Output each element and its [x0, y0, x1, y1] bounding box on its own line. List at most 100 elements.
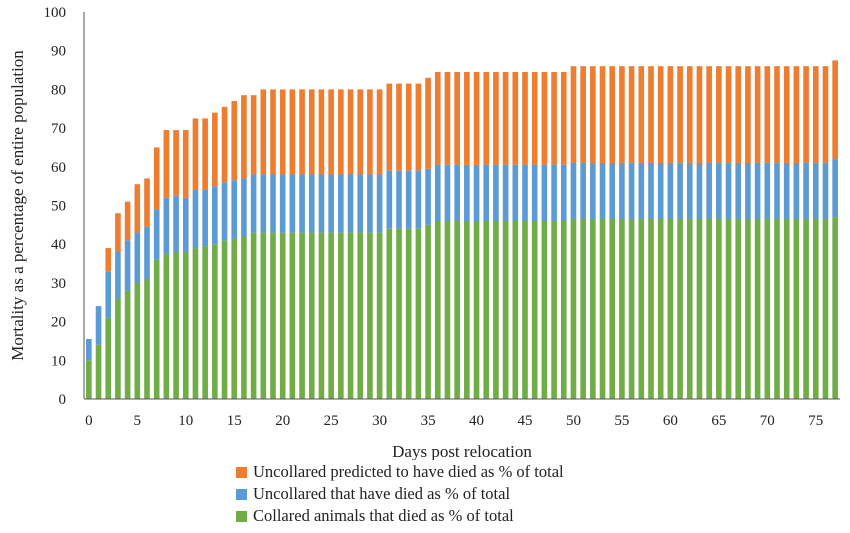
bar-segment-uncollared-died	[677, 162, 683, 220]
bar-segment-uncollared-died	[638, 162, 645, 220]
bar-segment-uncollared-died	[696, 162, 703, 220]
bar-segment-collared-died	[454, 220, 460, 399]
bar-segment-collared-died	[609, 219, 616, 399]
bar-segment-collared-died	[299, 232, 305, 399]
bar-segment-collared-died	[657, 219, 664, 399]
bar-segment-uncollared-predicted	[338, 89, 344, 175]
bar-segment-uncollared-died	[590, 162, 596, 220]
bar-segment-uncollared-predicted	[599, 66, 606, 163]
bar-segment-uncollared-died	[95, 306, 102, 345]
bar-segment-uncollared-predicted	[570, 66, 577, 163]
bar-segment-collared-died	[716, 219, 722, 399]
bar-segment-uncollared-died	[483, 164, 490, 221]
bar-segment-uncollared-predicted	[434, 71, 441, 165]
x-tick-label: 65	[711, 413, 726, 429]
bar-segment-uncollared-died	[454, 164, 460, 221]
bar-segment-collared-died	[667, 219, 674, 399]
bar-segment-uncollared-died	[396, 170, 402, 229]
bar-segment-collared-died	[493, 220, 499, 399]
bar-segment-uncollared-predicted	[405, 83, 412, 171]
bar-segment-collared-died	[347, 232, 354, 399]
bar-segment-collared-died	[357, 232, 364, 399]
bar-segment-collared-died	[764, 219, 771, 399]
bar-segment-collared-died	[812, 219, 819, 399]
bar-segment-collared-died	[134, 282, 141, 399]
bar-segment-uncollared-died	[338, 174, 344, 233]
bar-segment-collared-died	[531, 220, 538, 399]
y-tick-label: 50	[51, 199, 66, 215]
bar-segment-collared-died	[153, 259, 160, 399]
bar-segment-uncollared-predicted	[686, 66, 693, 163]
bar-segment-uncollared-died	[347, 174, 354, 233]
bar-segment-uncollared-predicted	[696, 66, 703, 163]
bar-segment-uncollared-died	[793, 162, 800, 220]
bar-segment-uncollared-died	[241, 178, 247, 237]
y-tick-label: 60	[51, 160, 66, 176]
bar-segment-uncollared-predicted	[357, 89, 364, 175]
bar-segment-uncollared-predicted	[716, 66, 722, 163]
y-tick-label: 80	[51, 82, 66, 98]
bar-segment-uncollared-died	[376, 174, 383, 233]
bar-segment-uncollared-predicted	[444, 71, 451, 165]
bar-segment-collared-died	[163, 253, 170, 400]
bar-segment-uncollared-predicted	[163, 130, 170, 198]
y-tick-label: 10	[51, 353, 66, 369]
bar-segment-uncollared-died	[153, 209, 160, 260]
bar-segment-uncollared-died	[783, 162, 790, 220]
y-axis-ticks: 0 10 20 30 40 50 60 70 80 90 100	[44, 5, 67, 408]
bar-segment-collared-died	[415, 228, 422, 399]
bar-segment-collared-died	[686, 219, 693, 399]
bar-segment-uncollared-predicted	[376, 89, 383, 175]
bar-segment-uncollared-died	[163, 197, 170, 254]
bar-segment-uncollared-died	[657, 162, 664, 220]
bar-segment-uncollared-died	[270, 174, 276, 233]
bar-segment-uncollared-died	[502, 164, 509, 221]
bar-segment-uncollared-predicted	[396, 83, 402, 171]
bar-segment-uncollared-predicted	[115, 213, 121, 252]
bar-segment-collared-died	[396, 228, 402, 399]
bar-segment-collared-died	[648, 219, 654, 399]
bar-segment-collared-died	[241, 236, 247, 399]
bar-segment-uncollared-died	[221, 182, 228, 241]
bar-segment-collared-died	[328, 232, 334, 399]
bar-segment-uncollared-predicted	[531, 71, 538, 165]
y-axis-title: Mortality as a percentage of entire popu…	[8, 50, 27, 361]
legend-label: Collared animals that died as % of total	[253, 506, 514, 525]
bar-segment-uncollared-died	[609, 162, 616, 220]
bar-segment-uncollared-predicted	[328, 89, 334, 175]
x-tick-label: 30	[372, 413, 387, 429]
bar-segment-uncollared-predicted	[415, 83, 422, 171]
x-tick-label: 50	[566, 413, 581, 429]
bar-segment-collared-died	[376, 232, 383, 399]
bar-segment-collared-died	[473, 220, 480, 399]
bar-segment-collared-died	[192, 248, 199, 399]
x-tick-label: 40	[469, 413, 484, 429]
bar-segment-uncollared-died	[415, 170, 422, 229]
bar-segment-uncollared-predicted	[706, 66, 712, 163]
bar-segment-uncollared-died	[386, 170, 393, 229]
bar-segment-uncollared-predicted	[667, 66, 674, 163]
x-tick-label: 60	[663, 413, 678, 429]
bar-segment-collared-died	[95, 344, 102, 399]
bar-segment-uncollared-predicted	[502, 71, 509, 165]
legend-item-collared-died: Collared animals that died as % of total	[236, 505, 564, 527]
bar-segment-uncollared-died	[464, 164, 470, 221]
bar-segment-uncollared-predicted	[832, 60, 838, 160]
bar-segment-collared-died	[289, 232, 296, 399]
bar-segment-collared-died	[580, 219, 586, 399]
bar-segment-uncollared-died	[580, 162, 586, 220]
x-tick-label: 15	[227, 413, 242, 429]
x-axis-ticks: 0 5 10 15 20 25 30 35 40 45 50 55 60 65 70 75	[85, 413, 823, 429]
bar-segment-collared-died	[628, 219, 635, 399]
bar-segment-uncollared-died	[212, 186, 218, 245]
bar-segment-uncollared-died	[832, 159, 838, 218]
bar-segment-collared-died	[502, 220, 509, 399]
bar-segment-uncollared-predicted	[657, 66, 664, 163]
bar-segment-uncollared-predicted	[299, 89, 305, 175]
x-tick-label: 5	[134, 413, 142, 429]
bar-segment-collared-died	[318, 232, 325, 399]
bar-segment-collared-died	[434, 220, 441, 399]
bar-segment-uncollared-predicted	[648, 66, 654, 163]
bar-segment-collared-died	[173, 251, 179, 399]
bar-segment-collared-died	[803, 219, 809, 399]
